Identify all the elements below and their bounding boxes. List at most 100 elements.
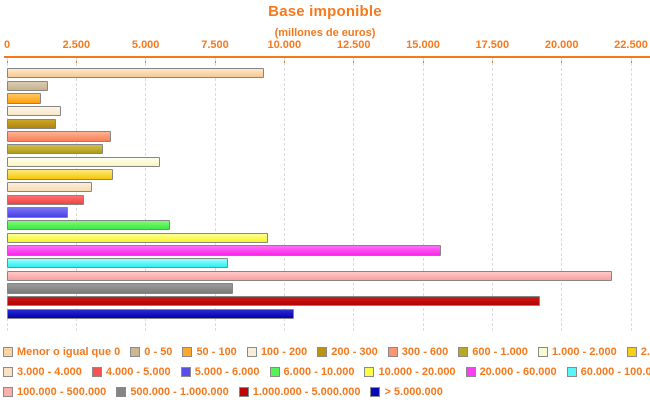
legend-row: 100.000 - 500.000 500.000 - 1.000.000 1.00… <box>3 386 443 398</box>
bar <box>7 93 41 104</box>
gridline <box>491 58 493 331</box>
legend-label: 500.000 - 1.000.000 <box>130 386 229 398</box>
legend-label: 50 - 100 <box>196 346 237 358</box>
legend-label: 4.000 - 5.000 <box>105 366 171 378</box>
legend-item: 2.000 - 3.000 <box>626 346 650 358</box>
gridline <box>561 58 563 331</box>
legend-item: 200 - 300 <box>317 346 378 358</box>
legend-label: 1.000.000 - 5.000.000 <box>252 386 361 398</box>
bar <box>7 220 170 231</box>
legend-label: 0 - 50 <box>144 346 173 358</box>
bar <box>7 156 160 167</box>
legend-swatch <box>317 347 328 357</box>
gridline <box>353 58 355 331</box>
bar <box>7 106 62 117</box>
legend-label: 100 - 200 <box>260 346 308 358</box>
legend-label: 5.000 - 6.000 <box>194 366 260 378</box>
legend-swatch <box>537 347 548 357</box>
legend-swatch <box>626 347 637 357</box>
gridline <box>214 58 216 331</box>
legend-label: 600 - 1.000 <box>472 346 528 358</box>
gridline <box>422 58 424 331</box>
legend-swatch <box>269 367 280 377</box>
axis-tick-label: 2.500 <box>62 39 91 51</box>
legend-swatch <box>370 387 381 397</box>
legend-swatch <box>458 347 469 357</box>
axis-tick-label: 0 <box>3 39 11 51</box>
legend-item: 100 - 200 <box>246 346 308 358</box>
legend-item: 60.000 - 100.000 <box>566 366 650 378</box>
legend-item: 500.000 - 1.000.000 <box>116 386 229 398</box>
legend-swatch <box>566 367 577 377</box>
legend-label: 300 - 600 <box>401 346 449 358</box>
bar <box>7 270 612 282</box>
bar <box>7 144 104 155</box>
legend-item: 3.000 - 4.000 <box>3 366 82 378</box>
legend-item: 600 - 1.000 <box>458 346 528 358</box>
legend-swatch <box>364 367 375 377</box>
legend-label: 100.000 - 500.000 <box>17 386 107 398</box>
bar <box>7 80 48 91</box>
legend-item: 20.000 - 60.000 <box>465 366 557 378</box>
legend-swatch <box>3 387 13 397</box>
axis-tick-label: 17.500 <box>475 39 510 51</box>
axis-tick-label: 20.000 <box>544 39 579 51</box>
legend-swatch <box>465 367 476 377</box>
bar <box>7 232 269 243</box>
bar <box>7 258 228 269</box>
bar <box>7 182 92 193</box>
bar <box>7 207 69 218</box>
axis-tick-label: 7.500 <box>201 39 229 51</box>
legend-item: 50 - 100 <box>182 346 237 358</box>
bar <box>7 308 295 320</box>
legend-item: > 5.000.000 <box>370 386 443 398</box>
bar <box>7 169 113 180</box>
legend-item: Menor o igual que 0 <box>3 346 120 358</box>
legend-row: 3.000 - 4.000 4.000 - 5.000 5.000 - 6.000 6… <box>3 366 650 378</box>
legend-label: 2.000 - 3.000 <box>640 346 650 358</box>
gridline <box>630 58 632 331</box>
axis-tick-label: 10.000 <box>267 39 302 51</box>
bar <box>7 118 56 129</box>
legend-item: 4.000 - 5.000 <box>91 366 171 378</box>
legend-item: 1.000 - 2.000 <box>537 346 617 358</box>
bar <box>7 131 112 142</box>
legend-swatch <box>3 347 13 357</box>
legend-item: 1.000.000 - 5.000.000 <box>238 386 361 398</box>
gridline <box>145 58 147 331</box>
legend-swatch <box>182 347 193 357</box>
axis-tick-label: 22.500 <box>614 39 648 51</box>
legend-item: 100.000 - 500.000 <box>3 386 106 398</box>
bar <box>7 296 540 307</box>
gridline <box>6 58 8 331</box>
legend-swatch <box>180 367 191 377</box>
axis-tick-label: 12.500 <box>336 39 371 51</box>
x-axis-line <box>4 56 650 58</box>
legend-swatch <box>246 347 257 357</box>
bar <box>7 283 234 294</box>
legend-swatch <box>238 387 249 397</box>
axis-tick-label: 5.000 <box>131 39 160 51</box>
bar <box>7 245 442 256</box>
legend-item: 300 - 600 <box>387 346 449 358</box>
legend-item: 0 - 50 <box>130 346 172 358</box>
legend-label: > 5.000.000 <box>384 386 443 398</box>
legend-swatch <box>91 367 102 377</box>
legend-label: 6.000 - 10.000 <box>283 366 355 378</box>
legend-swatch <box>116 387 127 397</box>
legend-swatch <box>130 347 141 357</box>
legend-label: 10.000 - 20.000 <box>378 366 456 378</box>
legend-row: Menor o igual que 0 0 - 50 50 - 100 100 - 2… <box>3 346 650 358</box>
legend-item: 10.000 - 20.000 <box>364 366 456 378</box>
legend-label: 20.000 - 60.000 <box>479 366 557 378</box>
chart-subtitle: (millones de euros) <box>274 27 376 39</box>
legend-label: 3.000 - 4.000 <box>17 366 82 378</box>
gridline <box>283 58 285 331</box>
legend-label: Menor o igual que 0 <box>17 346 121 358</box>
legend-label: 60.000 - 100.000 <box>580 366 650 378</box>
legend-item: 5.000 - 6.000 <box>180 366 260 378</box>
legend-swatch <box>3 367 13 377</box>
bar <box>7 68 264 79</box>
legend-item: 6.000 - 10.000 <box>269 366 355 378</box>
